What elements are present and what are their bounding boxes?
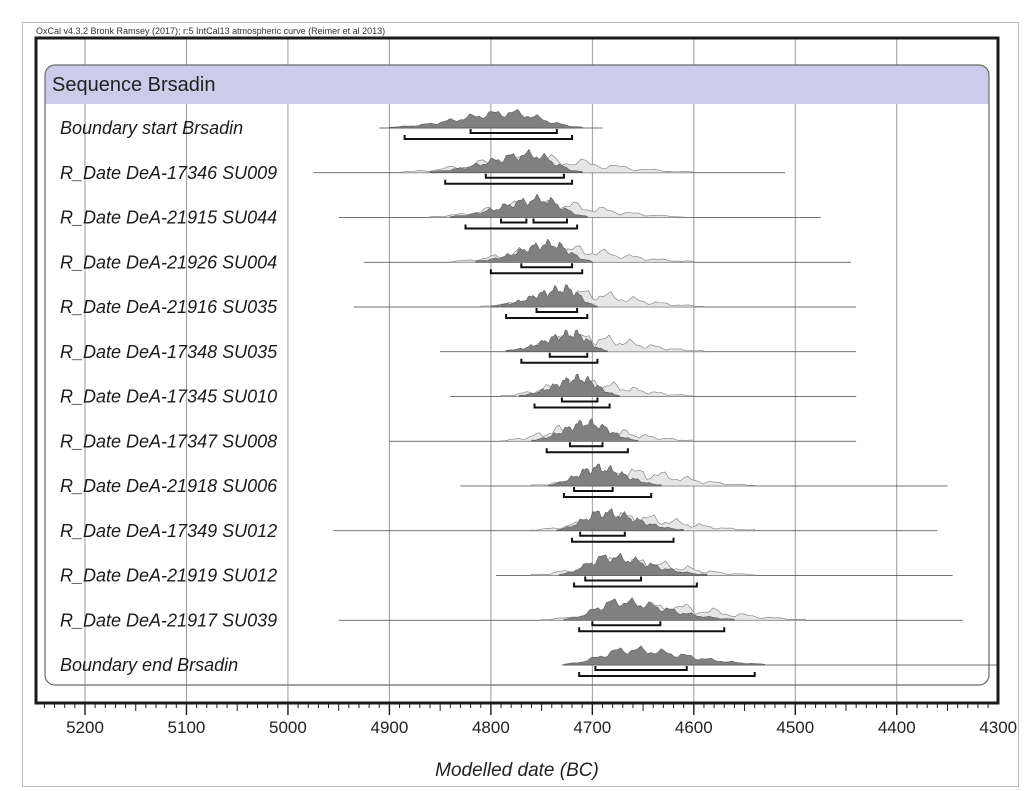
range-95-bracket <box>444 179 574 185</box>
distribution-row: R_Date DeA-21918 SU006 <box>60 463 948 498</box>
distribution-row: R_Date DeA-17348 SU035 <box>60 329 857 364</box>
range-95-bracket <box>562 493 653 498</box>
posterior-distribution <box>505 329 608 352</box>
x-tick-label: 4700 <box>573 718 611 737</box>
distribution-row: R_Date DeA-21926 SU004 <box>60 238 852 275</box>
plot-frame <box>34 36 1000 705</box>
range-68-bracket <box>469 129 558 134</box>
row-label: R_Date DeA-21919 SU012 <box>60 566 277 586</box>
distribution-row: R_Date DeA-17349 SU012 <box>60 508 938 543</box>
range-95-bracket <box>578 627 726 633</box>
posterior-distribution <box>548 463 662 487</box>
row-label: R_Date DeA-21915 SU044 <box>60 208 277 228</box>
distribution-row: R_Date DeA-21916 SU035 <box>60 284 857 319</box>
distribution-row: R_Date DeA-17347 SU008 <box>60 418 857 454</box>
sequence-title: Sequence Brsadin <box>52 74 215 96</box>
row-label: R_Date DeA-17345 SU010 <box>60 387 277 407</box>
row-label: Boundary start Brsadin <box>60 118 243 138</box>
posterior-distribution <box>490 284 598 308</box>
x-tick-label: 5000 <box>269 718 307 737</box>
x-tick-label: 4600 <box>675 718 713 737</box>
range-68-bracket <box>500 218 528 224</box>
range-68-bracket <box>569 442 604 448</box>
distribution-row: Boundary start Brsadin <box>60 108 603 140</box>
range-68-bracket <box>584 576 643 582</box>
x-tick-label: 4900 <box>370 718 408 737</box>
range-68-bracket <box>594 666 688 671</box>
range-95-bracket <box>520 358 599 364</box>
x-tick-label: 5200 <box>66 718 104 737</box>
row-label: R_Date DeA-17348 SU035 <box>60 342 278 362</box>
posterior-distribution <box>389 108 583 129</box>
grid-lines <box>84 38 898 703</box>
x-tick-label: 4500 <box>776 718 814 737</box>
posterior-distribution <box>450 193 588 218</box>
row-label: R_Date DeA-21916 SU035 <box>60 297 278 317</box>
row-label: R_Date DeA-17346 SU009 <box>60 163 277 183</box>
x-tick-label: 5100 <box>168 718 206 737</box>
range-95-bracket <box>464 224 579 230</box>
row-label: R_Date DeA-21926 SU004 <box>60 252 277 272</box>
row-label: R_Date DeA-17349 SU012 <box>60 521 277 541</box>
posterior-distribution <box>475 238 593 263</box>
posterior-distribution <box>531 418 639 442</box>
row-label: R_Date DeA-17347 SU008 <box>60 431 277 451</box>
range-68-bracket <box>484 173 565 179</box>
posterior-distribution <box>563 597 735 621</box>
range-95-bracket <box>489 269 584 275</box>
x-tick-label: 4800 <box>472 718 510 737</box>
posterior-distribution <box>429 148 583 173</box>
distribution-rows: Boundary start Brsadin R_Date DeA-17346 S… <box>60 108 999 677</box>
range-68-bracket <box>573 487 614 492</box>
sequence-box <box>44 64 990 686</box>
range-68-bracket <box>548 352 589 358</box>
range-68-bracket <box>535 308 579 313</box>
figure-border <box>22 22 1019 787</box>
row-label: R_Date DeA-21917 SU039 <box>60 610 277 630</box>
x-tick-label: 4300 <box>979 718 1017 737</box>
range-95-bracket <box>505 314 589 319</box>
range-95-bracket <box>403 135 574 140</box>
posterior-distribution <box>558 552 708 576</box>
row-label: R_Date DeA-21918 SU006 <box>60 476 278 496</box>
range-68-bracket <box>532 218 568 224</box>
distribution-row: R_Date DeA-17346 SU009 <box>60 148 786 185</box>
range-95-bracket <box>573 582 698 588</box>
distribution-row: R_Date DeA-21919 SU012 <box>60 552 953 588</box>
x-tick-label: 4400 <box>878 718 916 737</box>
posterior-distribution <box>556 508 684 531</box>
x-axis: 5200 5100 5000 4900 4800 4700 4600 4500 4400 4300 <box>43 703 1017 737</box>
range-68-bracket <box>591 621 662 627</box>
distribution-row: Boundary end Brsadin <box>60 645 999 677</box>
posterior-distribution <box>519 373 620 397</box>
posterior-distribution <box>563 645 766 666</box>
range-95-bracket <box>545 448 629 454</box>
distribution-row: R_Date DeA-21915 SU044 <box>60 193 821 230</box>
x-axis-title: Modelled date (BC) <box>435 760 599 781</box>
distribution-row: R_Date DeA-17345 SU010 <box>60 373 857 409</box>
range-68-bracket <box>579 531 626 537</box>
row-label: Boundary end Brsadin <box>60 655 238 675</box>
range-95-bracket <box>578 672 756 677</box>
range-68-bracket <box>520 263 574 269</box>
sequence-header-band <box>45 65 989 104</box>
calibration-header: OxCal v4.3.2 Bronk Ramsey (2017); r:5 In… <box>36 26 385 36</box>
range-95-bracket <box>533 403 611 409</box>
range-68-bracket <box>560 397 599 403</box>
range-95-bracket <box>571 537 675 543</box>
distribution-row: R_Date DeA-21917 SU039 <box>60 597 963 633</box>
